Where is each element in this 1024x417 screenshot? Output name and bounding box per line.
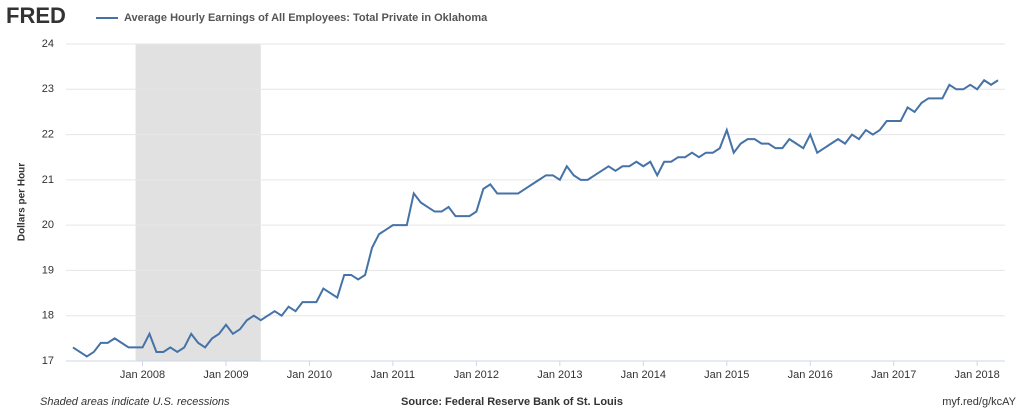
x-tick-label: Jan 2008 bbox=[120, 369, 165, 381]
y-tick-label: 17 bbox=[42, 355, 54, 367]
data-line bbox=[72, 78, 999, 358]
y-tick-label: 20 bbox=[42, 219, 54, 231]
x-tick-label: Jan 2012 bbox=[454, 369, 499, 381]
legend-label: Average Hourly Earnings of All Employees… bbox=[124, 12, 488, 24]
source: Source: Federal Reserve Bank of St. Loui… bbox=[401, 396, 623, 408]
y-tick-label: 19 bbox=[42, 264, 54, 276]
y-tick-label: 24 bbox=[42, 38, 54, 50]
note: Shaded areas indicate U.S. recessions bbox=[40, 396, 230, 408]
x-tick-label: Jan 2017 bbox=[871, 369, 916, 381]
y-axis-label: Dollars per Hour bbox=[17, 163, 28, 241]
x-tick-label: Jan 2013 bbox=[537, 369, 582, 381]
x-tick-label: Jan 2011 bbox=[371, 369, 415, 381]
y-tick-label: 23 bbox=[42, 83, 54, 95]
logo: FRED bbox=[6, 3, 66, 28]
x-tick-label: Jan 2015 bbox=[704, 369, 749, 381]
x-tick-label: Jan 2009 bbox=[203, 369, 248, 381]
link[interactable]: myf.red/g/kcAY bbox=[942, 396, 1016, 408]
x-tick-label: Jan 2016 bbox=[788, 369, 833, 381]
x-tick-label: Jan 2010 bbox=[287, 369, 332, 381]
x-tick-label: Jan 2014 bbox=[621, 369, 666, 381]
y-tick-label: 22 bbox=[42, 128, 54, 140]
recession-band bbox=[135, 44, 261, 361]
y-tick-label: 18 bbox=[42, 310, 54, 322]
x-tick-label: Jan 2018 bbox=[955, 369, 1000, 381]
y-tick-label: 21 bbox=[42, 174, 54, 186]
